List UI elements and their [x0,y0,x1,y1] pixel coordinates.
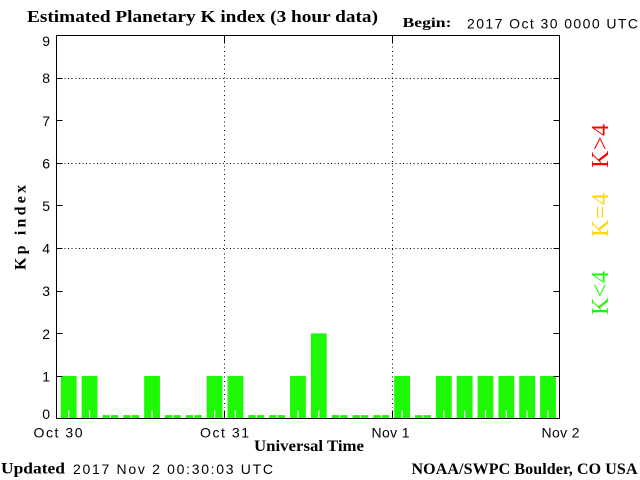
svg-text:Begin:: Begin: [403,15,452,30]
svg-text:K<4: K<4 [588,271,614,315]
svg-text:4: 4 [42,241,50,257]
svg-text:K>4: K>4 [588,124,614,168]
svg-text:K=4: K=4 [588,193,614,237]
svg-text:2: 2 [42,326,50,342]
svg-text:1: 1 [42,368,50,384]
svg-text:Updated: Updated [1,461,65,478]
svg-text:Estimated Planetary K index (3: Estimated Planetary K index (3 hour data… [27,7,378,26]
svg-text:6: 6 [42,155,50,171]
svg-text:7: 7 [42,113,50,129]
svg-text:Oct 31: Oct 31 [200,425,249,441]
svg-text:3: 3 [42,283,50,299]
svg-text:8: 8 [42,70,50,86]
svg-text:Nov 1: Nov 1 [372,425,410,441]
svg-text:2017 Oct 30 0000 UTC: 2017 Oct 30 0000 UTC [467,16,638,32]
svg-text:Oct 30: Oct 30 [34,425,83,441]
svg-text:Nov 2: Nov 2 [542,425,580,441]
svg-text:9: 9 [42,33,50,49]
svg-text:2017 Nov 2 00:30:03 UTC: 2017 Nov 2 00:30:03 UTC [73,461,273,477]
svg-text:5: 5 [42,198,50,214]
svg-text:NOAA/SWPC Boulder, CO USA: NOAA/SWPC Boulder, CO USA [412,461,638,478]
svg-text:Universal Time: Universal Time [254,438,364,455]
svg-text:0: 0 [42,406,50,422]
